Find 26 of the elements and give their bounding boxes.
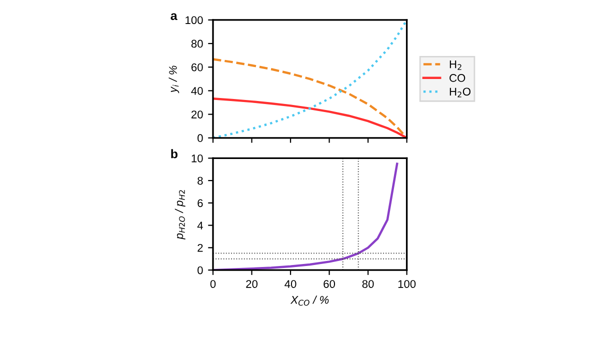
y-tick-label: 0: [198, 266, 203, 274]
x-tick-label: 20: [246, 280, 258, 288]
y-tick-label: 4: [197, 222, 203, 230]
y-tick-label: 0: [198, 134, 203, 142]
y-tick-label: 6: [198, 199, 203, 208]
y-tick-label: 10: [192, 154, 203, 162]
x-tick-label: 80: [362, 280, 374, 288]
x-axis-title: X$_{CO}$ / %: [290, 296, 329, 306]
y-axis-title: p$_{H2O}$ / p$_{H2}$: [174, 190, 186, 240]
legend-label: H$_{2}$: [450, 60, 462, 70]
x-tick-label: 100: [398, 280, 416, 288]
y-tick-label: 100: [186, 16, 203, 24]
legend-label: CO: [450, 74, 466, 82]
text: b: [171, 149, 178, 158]
x-tick-label: 60: [324, 280, 336, 288]
x-tick-label: 40: [284, 280, 296, 288]
legend-label: H$_{2}$O: [450, 88, 470, 98]
y-tick-label: 60: [191, 63, 203, 72]
text: a: [170, 13, 178, 20]
y-axis-title: y$_{i}$ / %: [168, 66, 180, 94]
x-tick-label: 0: [210, 280, 216, 288]
y-tick-label: 40: [191, 86, 203, 95]
y-tick-label: 80: [191, 40, 203, 48]
y-tick-label: 20: [191, 110, 203, 118]
y-tick-label: 8: [198, 176, 203, 185]
y-tick-label: 2: [198, 244, 203, 252]
